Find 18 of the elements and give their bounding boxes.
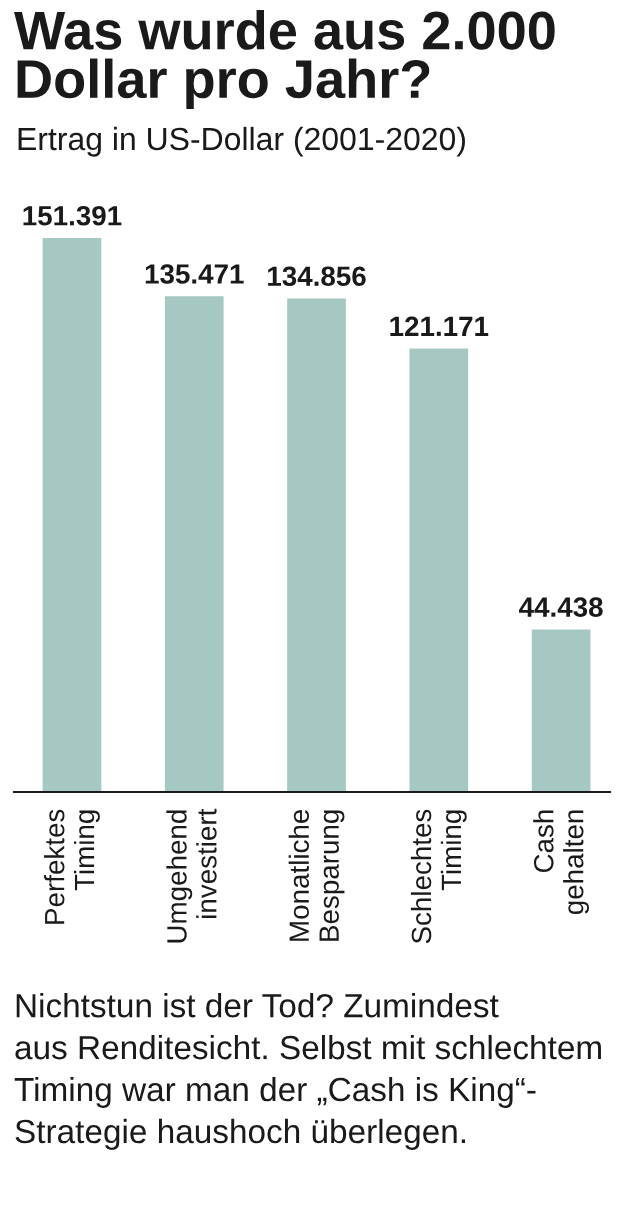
chart-subtitle: Ertrag in US-Dollar (2001-2020)	[18, 126, 465, 157]
data-label: 134.856	[268, 266, 366, 287]
x-tick-label: Monatliche Besparung	[288, 809, 345, 941]
data-label: 44.438	[519, 597, 603, 617]
data-label: 121.171	[390, 316, 489, 336]
data-label: 135.471	[145, 264, 244, 284]
x-tick-label: Cash gehalten	[533, 810, 589, 915]
bar	[531, 629, 591, 792]
x-tick-label: Schlechtes Timing	[410, 809, 467, 944]
x-tick-label: Perfektes Timing	[44, 809, 100, 924]
bar	[164, 296, 224, 792]
chart-title: Was wurde aus 2.000 Dollar pro Jahr?	[14, 10, 555, 110]
text: Nichtstun ist der Tod? Zumindest aus Renditesicht. Selbst mit schlechtem Timing war man der „Cash is King“- Strategie haushoch überlegen.	[14, 993, 601, 1150]
bar	[287, 298, 346, 792]
bar	[42, 238, 102, 792]
bar	[409, 348, 469, 792]
x-tick-label: Umgehend investiert	[166, 808, 217, 943]
data-label: 151.391	[23, 205, 122, 226]
